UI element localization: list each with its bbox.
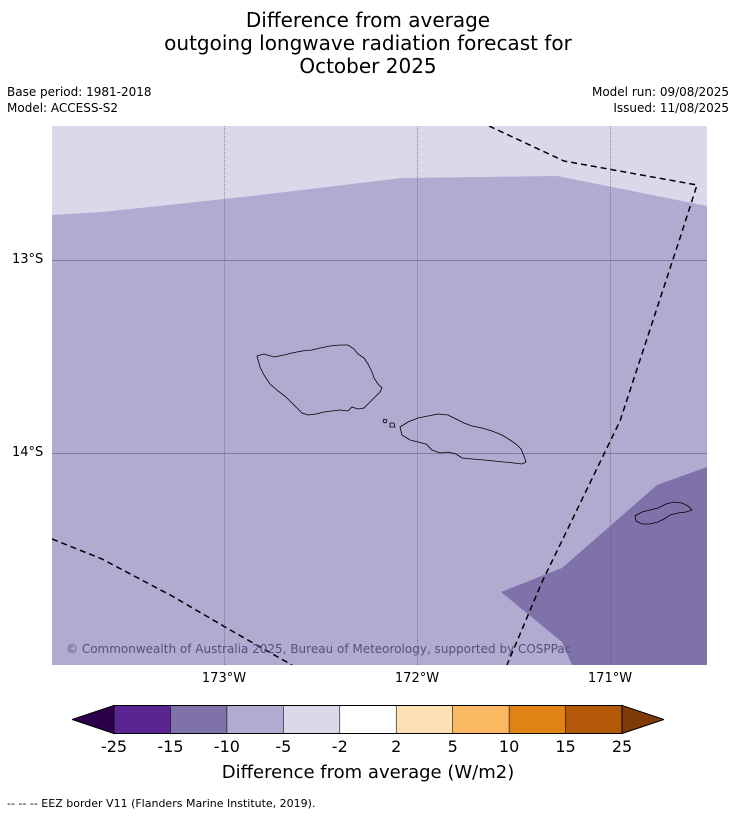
colorbar-swatch (226, 705, 284, 734)
colorbar-swatch (565, 705, 623, 734)
lat-label-13s: 13°S (12, 252, 44, 267)
metadata-left: Base period: 1981-2018 Model: ACCESS-S2 (7, 84, 152, 116)
colorbar-extend-high (621, 704, 664, 735)
colorbar-tick-label: -2 (331, 737, 348, 756)
colorbar-swatches (72, 704, 664, 735)
model-run: Model run: 09/08/2025 (591, 85, 729, 99)
colorbar-swatch (283, 705, 341, 734)
colorbar-tick-label: 5 (447, 737, 458, 756)
title-line-2: outgoing longwave radiation forecast for (164, 31, 572, 55)
colorbar-tick-label: 2 (391, 737, 402, 756)
model-name: Model: ACCESS-S2 (7, 101, 119, 115)
colorbar-swatch (339, 705, 397, 734)
colorbar-tick-label: -25 (100, 737, 128, 756)
lon-label-171w: 171°W (587, 671, 633, 686)
colorbar-extend-low (72, 704, 115, 735)
colorbar-swatch (170, 705, 228, 734)
colorbar-tick-label: 15 (555, 737, 576, 756)
colorbar-tick-label: -15 (157, 737, 184, 756)
colorbar-swatch (452, 705, 510, 734)
anomaly-zone-dark (501, 467, 707, 665)
lat-label-14s: 14°S (12, 445, 44, 460)
map-panel: © Commonwealth of Australia 2025, Bureau… (52, 126, 707, 665)
colorbar-tick-label: 10 (498, 737, 520, 756)
colorbar (72, 704, 664, 735)
colorbar-swatch (396, 705, 454, 734)
copyright-notice: © Commonwealth of Australia 2025, Bureau… (66, 642, 571, 656)
colorbar-swatch (509, 705, 567, 734)
title-line-3: October 2025 (299, 54, 437, 78)
eez-footnote: -- -- -- EEZ border V11 (Flanders Marine… (7, 797, 316, 810)
island-upolu (399, 413, 527, 465)
lon-label-172w: 172°W (394, 671, 440, 686)
base-period: Base period: 1981-2018 (7, 85, 152, 99)
colorbar-swatch (114, 705, 171, 734)
colorbar-tick-label: 25 (611, 737, 633, 756)
title-line-1: Difference from average (245, 8, 491, 32)
colorbar-tick-label: -10 (213, 737, 240, 756)
lon-label-173w: 173°W (201, 671, 247, 686)
island-savaii (256, 344, 383, 416)
issued-date: Issued: 11/08/2025 (613, 101, 729, 115)
colorbar-label: Difference from average (W/m2) (221, 762, 515, 783)
eez-border-top (488, 126, 698, 665)
island-apolima (382, 418, 388, 424)
metadata-right: Model run: 09/08/2025 Issued: 11/08/2025 (592, 84, 729, 116)
colorbar-tick-label: -5 (275, 737, 292, 756)
island-tutuila (634, 501, 693, 525)
anomaly-zone-medium (52, 176, 707, 665)
eez-border-left (52, 538, 293, 665)
island-manono (389, 422, 396, 428)
